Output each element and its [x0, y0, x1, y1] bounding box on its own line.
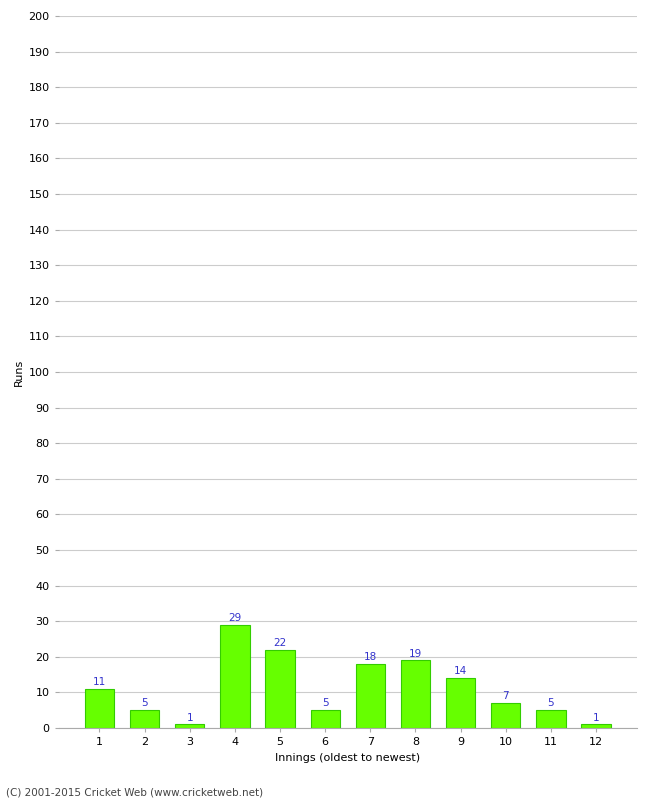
Text: 1: 1 — [593, 713, 599, 722]
Bar — [265, 650, 294, 728]
Bar — [175, 725, 204, 728]
Bar — [311, 710, 340, 728]
Text: 29: 29 — [228, 613, 242, 623]
Text: 19: 19 — [409, 649, 422, 658]
Text: (C) 2001-2015 Cricket Web (www.cricketweb.net): (C) 2001-2015 Cricket Web (www.cricketwe… — [6, 787, 264, 798]
Bar — [491, 703, 521, 728]
Bar — [581, 725, 611, 728]
Text: 5: 5 — [547, 698, 554, 709]
Bar — [536, 710, 566, 728]
Bar — [446, 678, 475, 728]
Bar — [220, 625, 250, 728]
Text: 11: 11 — [93, 677, 106, 687]
Bar — [356, 664, 385, 728]
Y-axis label: Runs: Runs — [14, 358, 24, 386]
Text: 5: 5 — [322, 698, 328, 709]
Text: 22: 22 — [274, 638, 287, 648]
Bar — [401, 660, 430, 728]
Text: 1: 1 — [187, 713, 193, 722]
Text: 5: 5 — [141, 698, 148, 709]
X-axis label: Innings (oldest to newest): Innings (oldest to newest) — [275, 753, 421, 762]
Text: 18: 18 — [364, 652, 377, 662]
Text: 7: 7 — [502, 691, 509, 702]
Bar — [130, 710, 159, 728]
Text: 14: 14 — [454, 666, 467, 676]
Bar — [84, 689, 114, 728]
